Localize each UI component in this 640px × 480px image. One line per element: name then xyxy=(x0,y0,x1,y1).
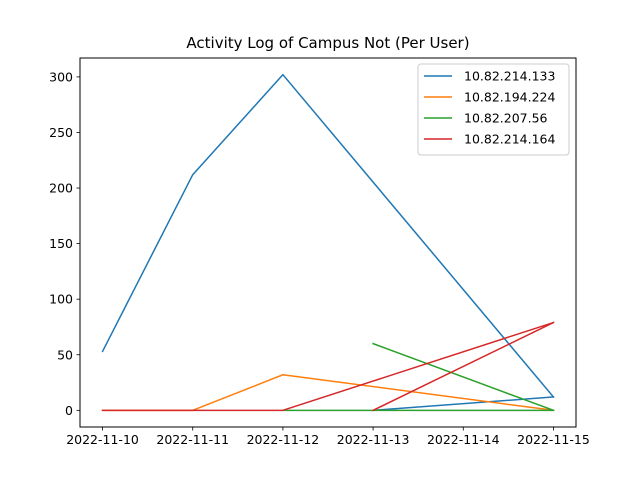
series-line-3-0 xyxy=(101,321,555,412)
y-tick-label: 300 xyxy=(49,69,73,84)
plot-frame xyxy=(79,57,577,428)
plot-lines xyxy=(101,73,555,412)
x-tick-label: 2022-11-15 xyxy=(517,432,590,447)
x-tick-label: 2022-11-11 xyxy=(156,432,229,447)
x-axis: 2022-11-10 2022-11-11 2022-11-12 2022-11-13… xyxy=(66,427,590,447)
series-line-1-0 xyxy=(101,374,555,412)
y-tick-label: 200 xyxy=(49,181,73,196)
y-tick-label: 150 xyxy=(49,236,73,251)
x-tick-label: 2022-11-14 xyxy=(427,432,500,447)
x-tick-label: 2022-11-12 xyxy=(247,432,320,447)
legend: 10.82.214.133 10.82.194.224 10.82.207.56 10… xyxy=(417,63,570,156)
x-tick-label: 2022-11-10 xyxy=(66,432,139,447)
legend-label: 10.82.214.164 xyxy=(464,132,555,147)
y-axis: 0 50 100 150 200 250 300 xyxy=(49,69,80,418)
legend-box xyxy=(417,63,570,156)
legend-label: 10.82.214.133 xyxy=(464,69,555,84)
legend-label: 10.82.194.224 xyxy=(464,90,555,105)
series-line-3-1 xyxy=(372,321,555,412)
chart-title: Activity Log of Campus Not (Per User) xyxy=(186,34,469,52)
x-tick-label: 2022-11-13 xyxy=(337,432,410,447)
series-line-2-1 xyxy=(372,342,555,412)
y-tick-label: 50 xyxy=(57,347,73,362)
y-tick-label: 100 xyxy=(49,292,73,307)
y-tick-label: 0 xyxy=(65,403,73,418)
series-line-0-0 xyxy=(101,73,555,399)
y-tick-label: 250 xyxy=(49,125,73,140)
legend-label: 10.82.207.56 xyxy=(464,111,548,126)
